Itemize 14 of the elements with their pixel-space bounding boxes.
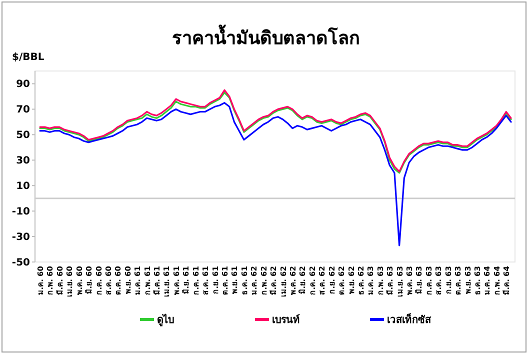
y-axis-title: $/BBL	[12, 52, 45, 63]
y-tick-label: 70	[16, 104, 30, 116]
y-tick-label: 10	[16, 181, 30, 192]
y-tick-label: -30	[12, 232, 30, 244]
legend-label: เบรนท์	[272, 314, 300, 326]
legend-label: เวสเท็กซัส	[387, 312, 432, 326]
y-tick-label: 50	[16, 130, 30, 142]
line-series	[39, 102, 512, 246]
y-tick-label: -10	[12, 206, 30, 218]
chart-title: ราคาน้ำมันดิบตลาดโลก	[172, 24, 360, 49]
y-tick-label: 30	[16, 156, 30, 167]
y-tick-label: -50	[12, 258, 30, 268]
legend-label: ดูไบ	[157, 313, 174, 327]
y-tick-label: 90	[16, 79, 30, 90]
